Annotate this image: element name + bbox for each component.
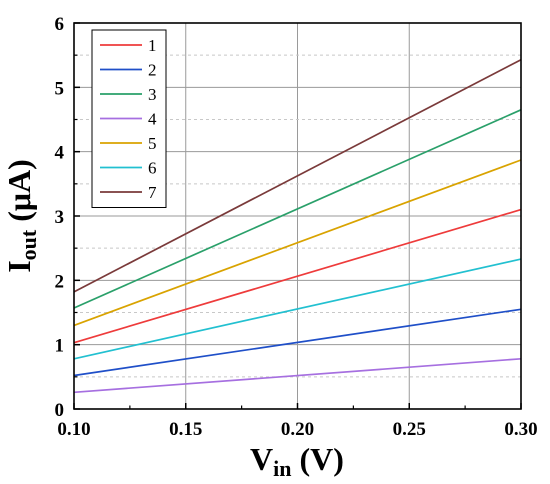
x-tick-label: 0.25 — [393, 419, 426, 440]
x-tick-label: 0.15 — [169, 419, 202, 440]
x-tick-label: 0.30 — [504, 419, 537, 440]
legend-label-7: 7 — [148, 183, 157, 202]
series-layer — [73, 58, 522, 394]
y-axis-label: Iout (μA) — [1, 159, 41, 273]
legend-label-1: 1 — [148, 36, 157, 55]
x-tick-labels: 0.10 0.15 0.20 0.25 0.30 — [57, 419, 537, 440]
series-line-6 — [73, 258, 522, 360]
y-tick-label: 1 — [55, 336, 65, 357]
y-tick-labels: 0 1 2 3 4 5 6 — [55, 14, 65, 421]
series-line-7 — [73, 58, 522, 293]
y-tick-label: 5 — [55, 78, 65, 99]
legend-label-3: 3 — [148, 85, 157, 104]
series-line-1 — [73, 208, 522, 344]
y-tick-label: 2 — [55, 271, 65, 292]
y-tick-label: 0 — [55, 400, 65, 421]
x-tick-label: 0.10 — [57, 419, 90, 440]
series-line-3 — [73, 109, 522, 309]
legend-label-6: 6 — [148, 159, 157, 178]
series-line-2 — [73, 308, 522, 377]
series-line-5 — [73, 159, 522, 327]
y-tick-label: 6 — [55, 14, 65, 35]
legend-label-5: 5 — [148, 134, 157, 153]
x-axis-label: Vin (V) — [250, 441, 344, 481]
legend: 1 2 3 4 5 6 7 — [91, 29, 167, 208]
legend-label-2: 2 — [148, 61, 157, 80]
y-tick-label: 3 — [55, 207, 65, 228]
legend-label-4: 4 — [148, 110, 157, 129]
x-tick-label: 0.20 — [281, 419, 314, 440]
series-line-4 — [73, 357, 522, 394]
tick-marks — [73, 22, 522, 410]
y-tick-label: 4 — [55, 143, 65, 164]
